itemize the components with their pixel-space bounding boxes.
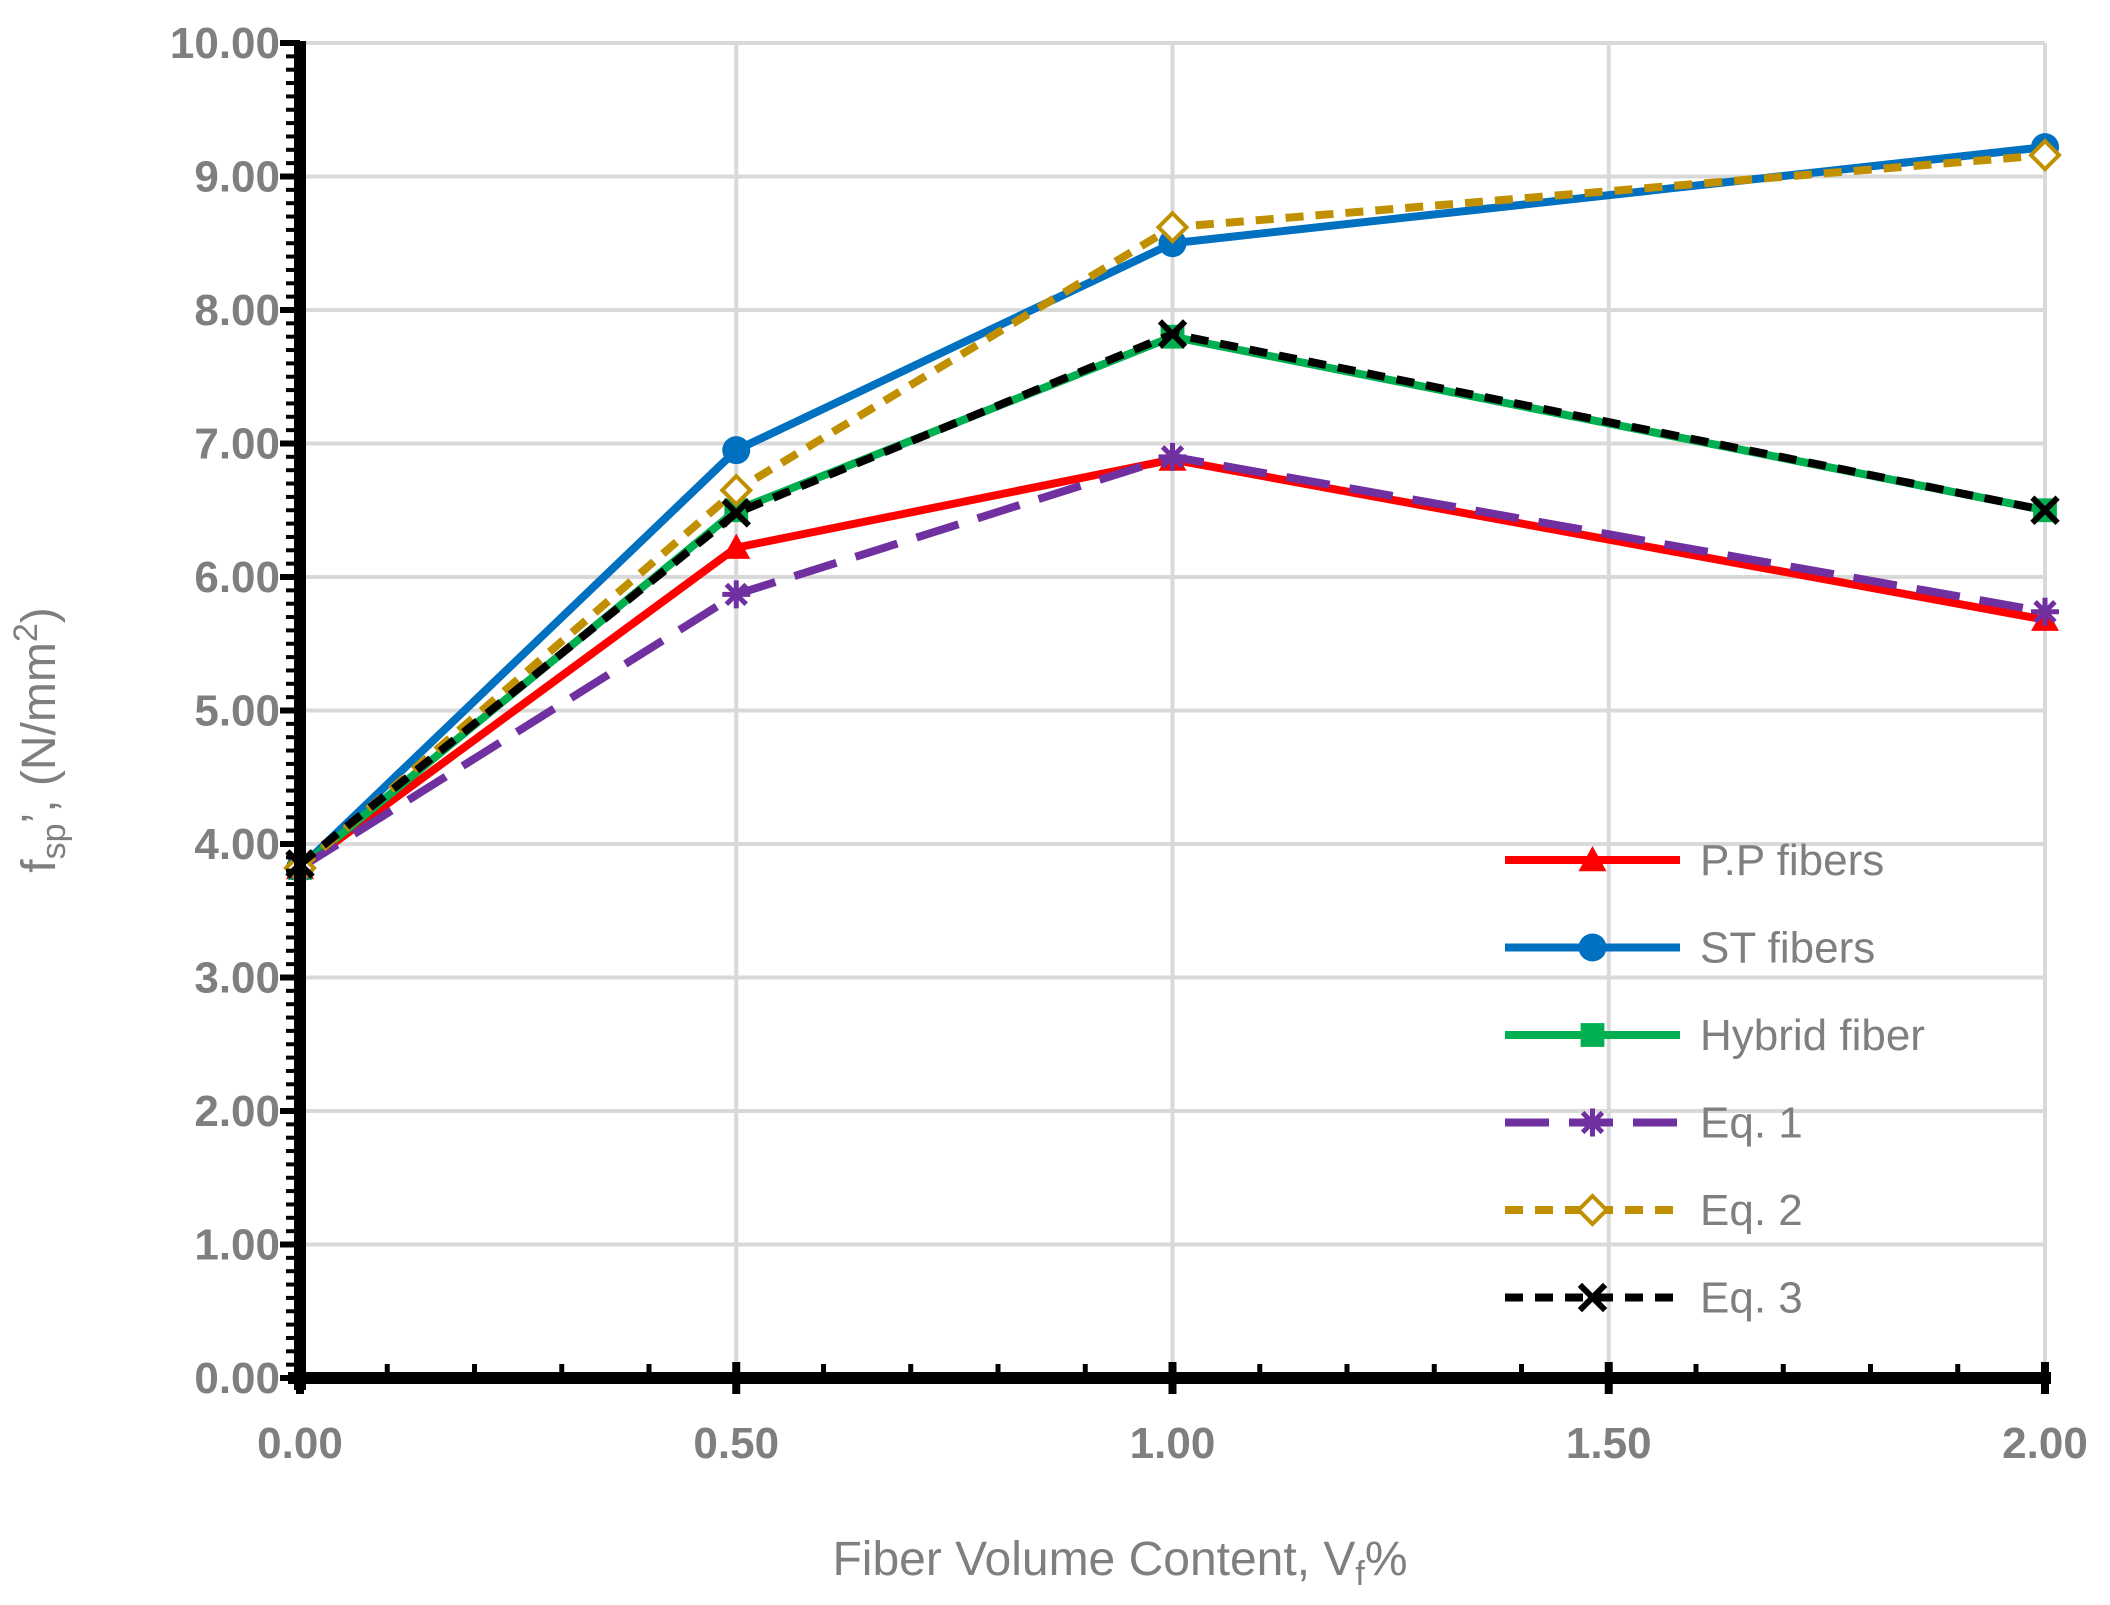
legend-swatch-marker: [1578, 846, 1607, 872]
data-point: [721, 498, 751, 528]
y-tick-labels: 0.00 1.00 2.00 3.00 4.00 5.00 6.00 7.00 8.00 9.00…: [170, 19, 280, 1403]
series-line: [297, 330, 2046, 868]
data-point: [722, 580, 751, 609]
asterisk-stroke: [1580, 1110, 1605, 1135]
diamond-marker: [2028, 138, 2062, 172]
asterisk-stroke: [724, 582, 748, 607]
y-tick-label: 9.00: [194, 153, 280, 202]
x-tick-label: 1.00: [1130, 1419, 1216, 1468]
diamond-marker: [1575, 1193, 1610, 1227]
gridlines: [300, 41, 2047, 1378]
y-tick-label: 2.00: [194, 1087, 280, 1136]
data-point: [722, 533, 751, 559]
y-tick-label: 8.00: [194, 286, 280, 335]
legend-swatch-marker: [1578, 1108, 1607, 1137]
x-tick-label: 0.00: [257, 1419, 343, 1468]
x-stroke: [721, 498, 751, 528]
legend-swatch-marker: [1575, 1193, 1610, 1227]
y-tick-label: 5.00: [194, 687, 280, 736]
data-point: [1155, 210, 1190, 245]
x-stroke: [2030, 495, 2060, 525]
data-point: [2030, 495, 2060, 525]
data-point: [2028, 138, 2062, 172]
series-line: [297, 143, 2046, 871]
legend-swatch-marker: [1580, 1023, 1605, 1047]
legend: P.P fibers ST fibers Hybrid fiber Eq. 1 Eq. …: [1505, 836, 1925, 1323]
triangle-marker: [722, 533, 751, 559]
data-point: [1157, 319, 1188, 349]
x-tick-labels: 0.00 0.50 1.00 1.50 2.00: [257, 1419, 2088, 1468]
legend-item: ST fibers: [1505, 924, 1875, 973]
axes: [280, 40, 2051, 1394]
series-line: [297, 455, 2046, 872]
legend-label: ST fibers: [1700, 924, 1875, 973]
x-stroke: [1157, 319, 1188, 349]
legend-item: Eq. 3: [1505, 1274, 1803, 1323]
diamond-marker: [719, 473, 754, 508]
y-tick-label: 7.00: [194, 420, 280, 469]
circle-marker: [722, 436, 751, 465]
x-tick-label: 2.00: [2002, 1419, 2088, 1468]
legend-item: P.P fibers: [1505, 836, 1884, 885]
asterisk-stroke: [1160, 445, 1185, 469]
data-point: [2031, 597, 2059, 626]
data-point: [722, 436, 751, 465]
legend-label: Eq. 1: [1700, 1099, 1803, 1148]
circle-marker: [1578, 933, 1607, 962]
diamond-marker: [1155, 210, 1190, 245]
series-line: [297, 452, 2046, 872]
legend-swatch-marker: [1578, 933, 1607, 962]
legend-item: Hybrid fiber: [1505, 1011, 1925, 1060]
y-tick-label: 4.00: [194, 820, 280, 869]
y-tick-label: 3.00: [194, 954, 280, 1003]
x-stroke: [1577, 1282, 1608, 1313]
x-axis-label: Fiber Volume Content, Vf%: [832, 1533, 1407, 1593]
legend-label: Eq. 3: [1700, 1274, 1803, 1323]
y-tick-label: 1.00: [194, 1221, 280, 1270]
data-point: [1158, 442, 1187, 471]
legend-label: P.P fibers: [1700, 836, 1884, 885]
legend-label: Hybrid fiber: [1700, 1011, 1925, 1060]
data-point: [719, 473, 754, 508]
y-tick-label: 10.00: [170, 19, 280, 68]
legend-item: Eq. 2: [1505, 1186, 1803, 1235]
legend-item: Eq. 1: [1505, 1099, 1803, 1148]
y-axis-label: fsp’, (N/mm2): [7, 607, 73, 872]
asterisk-stroke: [2033, 600, 2057, 624]
x-tick-label: 0.50: [693, 1419, 779, 1468]
square-marker: [1580, 1023, 1605, 1047]
y-tick-label: 0.00: [194, 1354, 280, 1403]
triangle-marker: [1578, 846, 1607, 872]
x-tick-label: 1.50: [1566, 1419, 1652, 1468]
y-tick-label: 6.00: [194, 553, 280, 602]
legend-swatch-marker: [1577, 1282, 1608, 1313]
legend-label: Eq. 2: [1700, 1186, 1803, 1235]
